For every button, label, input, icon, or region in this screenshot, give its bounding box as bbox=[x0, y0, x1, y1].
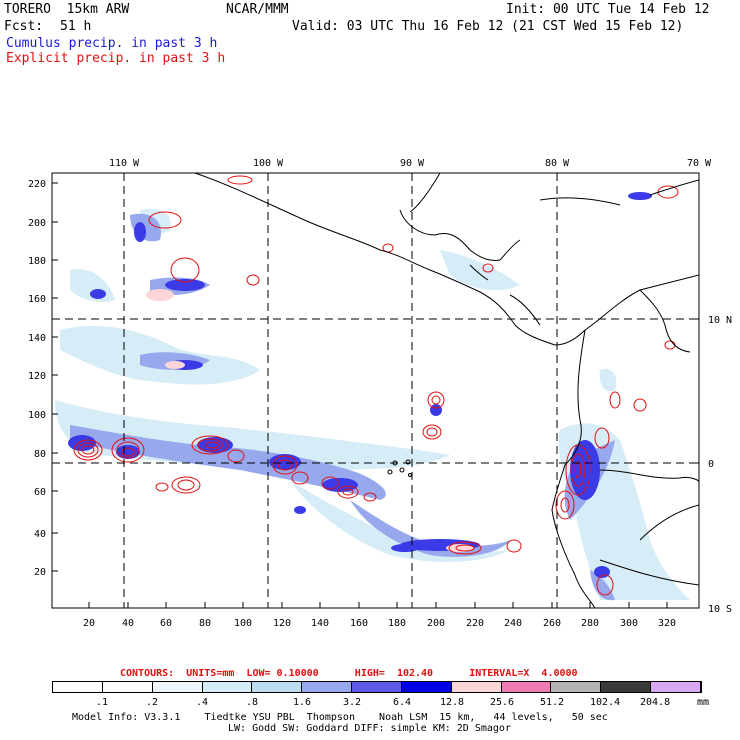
colorbar-tick-label: 12.8 bbox=[440, 697, 465, 708]
colorbar-tick-label: 204.8 bbox=[640, 697, 671, 708]
longitude-label: 70 W bbox=[687, 158, 712, 169]
left-tick-label: 80 bbox=[34, 449, 46, 460]
bottom-tick-label: 240 bbox=[504, 618, 522, 629]
colorbar bbox=[52, 681, 702, 693]
colorbar-tick-label: 51.2 bbox=[540, 697, 565, 708]
longitude-label: 100 W bbox=[253, 158, 284, 169]
latitude-label: 10 N bbox=[708, 315, 732, 326]
model-physics: LW: Godd SW: Goddard DIFF: simple KM: 2D… bbox=[228, 723, 511, 734]
bottom-tick-label: 100 bbox=[234, 618, 252, 629]
colorbar-swatch bbox=[53, 682, 103, 692]
explicit-light-areas bbox=[146, 289, 474, 552]
left-tick-label: 100 bbox=[28, 410, 46, 421]
colorbar-tick-label: 25.6 bbox=[490, 697, 515, 708]
left-tick-label: 180 bbox=[28, 256, 46, 267]
colorbar-swatch bbox=[601, 682, 652, 692]
colorbar-swatch bbox=[352, 682, 402, 692]
colorbar-unit: mm bbox=[697, 697, 710, 708]
colorbar-swatch bbox=[152, 682, 203, 692]
colorbar-tick-label: 6.4 bbox=[392, 697, 412, 708]
latitude-label: 10 S bbox=[708, 604, 732, 615]
colorbar-tick-label: .4 bbox=[195, 697, 209, 708]
colorbar-swatch bbox=[651, 682, 701, 692]
bottom-tick-label: 140 bbox=[311, 618, 329, 629]
explicit-field-label: Explicit precip. in past 3 h bbox=[6, 51, 226, 66]
colorbar-tick-label: .8 bbox=[245, 697, 259, 708]
colorbar-tick-label: 1.6 bbox=[292, 697, 312, 708]
colorbar-labels: .1 .2 .4 .8 1.6 3.2 6.4 12.8 25.6 51.2 102.4 204.8 bbox=[0, 696, 740, 708]
bottom-tick-label: 60 bbox=[160, 618, 172, 629]
left-tick-label: 160 bbox=[28, 294, 46, 305]
left-tick-label: 120 bbox=[28, 371, 46, 382]
bottom-tick-label: 80 bbox=[199, 618, 211, 629]
longitude-label: 90 W bbox=[400, 158, 425, 169]
bottom-tick-label: 320 bbox=[658, 618, 676, 629]
coastlines bbox=[194, 173, 699, 608]
bottom-tick-label: 120 bbox=[273, 618, 291, 629]
bottom-tick-label: 40 bbox=[122, 618, 134, 629]
map-frame bbox=[51, 172, 700, 609]
contour-info: CONTOURS: UNITS=mm LOW= 0.10000 HIGH= 10… bbox=[120, 668, 578, 679]
left-tick-label: 200 bbox=[28, 218, 46, 229]
colorbar-swatch bbox=[451, 682, 502, 692]
colorbar-swatch bbox=[551, 682, 602, 692]
model-title: TORERO 15km ARW bbox=[4, 2, 130, 17]
colorbar-swatch bbox=[202, 682, 253, 692]
longitude-label: 80 W bbox=[545, 158, 570, 169]
forecast-label: Fcst: bbox=[4, 19, 44, 34]
left-tick-label: 60 bbox=[34, 487, 46, 498]
model-info: Model Info: V3.3.1 Tiedtke YSU PBL Thomp… bbox=[72, 712, 608, 723]
organization-label: NCAR/MMM bbox=[226, 2, 289, 17]
colorbar-swatch bbox=[401, 682, 452, 692]
bottom-tick-label: 180 bbox=[388, 618, 406, 629]
colorbar-tick-label: .2 bbox=[145, 697, 159, 708]
colorbar-swatch bbox=[252, 682, 303, 692]
bottom-tick-label: 20 bbox=[83, 618, 95, 629]
left-tick-label: 20 bbox=[34, 567, 46, 578]
bottom-tick-label: 160 bbox=[350, 618, 368, 629]
left-tick-label: 140 bbox=[28, 333, 46, 344]
axis-tick-labels: 220 200 180 160 140 120 100 80 60 40 20 20 40 60 80 100… bbox=[28, 158, 732, 629]
cumulus-field-label: Cumulus precip. in past 3 h bbox=[6, 36, 218, 51]
bottom-tick-label: 220 bbox=[466, 618, 484, 629]
colorbar-tick-label: 102.4 bbox=[590, 697, 621, 708]
axis-ticks bbox=[52, 173, 700, 609]
bottom-tick-label: 200 bbox=[427, 618, 445, 629]
colorbar-swatch bbox=[302, 682, 353, 692]
colorbar-swatch bbox=[501, 682, 552, 692]
left-tick-label: 40 bbox=[34, 529, 46, 540]
bottom-tick-label: 280 bbox=[581, 618, 599, 629]
bottom-tick-label: 300 bbox=[620, 618, 638, 629]
longitude-label: 110 W bbox=[109, 158, 140, 169]
valid-time: Valid: 03 UTC Thu 16 Feb 12 (21 CST Wed … bbox=[292, 19, 684, 34]
init-time: Init: 00 UTC Tue 14 Feb 12 bbox=[506, 2, 710, 17]
lat-lon-grid bbox=[52, 173, 699, 608]
colorbar-swatch bbox=[102, 682, 153, 692]
colorbar-tick-label: 3.2 bbox=[342, 697, 362, 708]
colorbar-tick-label: .1 bbox=[95, 697, 109, 708]
left-tick-label: 220 bbox=[28, 179, 46, 190]
explicit-contours bbox=[73, 175, 679, 596]
precip-fields bbox=[52, 173, 699, 608]
bottom-tick-label: 260 bbox=[543, 618, 561, 629]
forecast-hour: 51 h bbox=[60, 19, 92, 34]
latitude-label: 0 bbox=[708, 459, 714, 470]
